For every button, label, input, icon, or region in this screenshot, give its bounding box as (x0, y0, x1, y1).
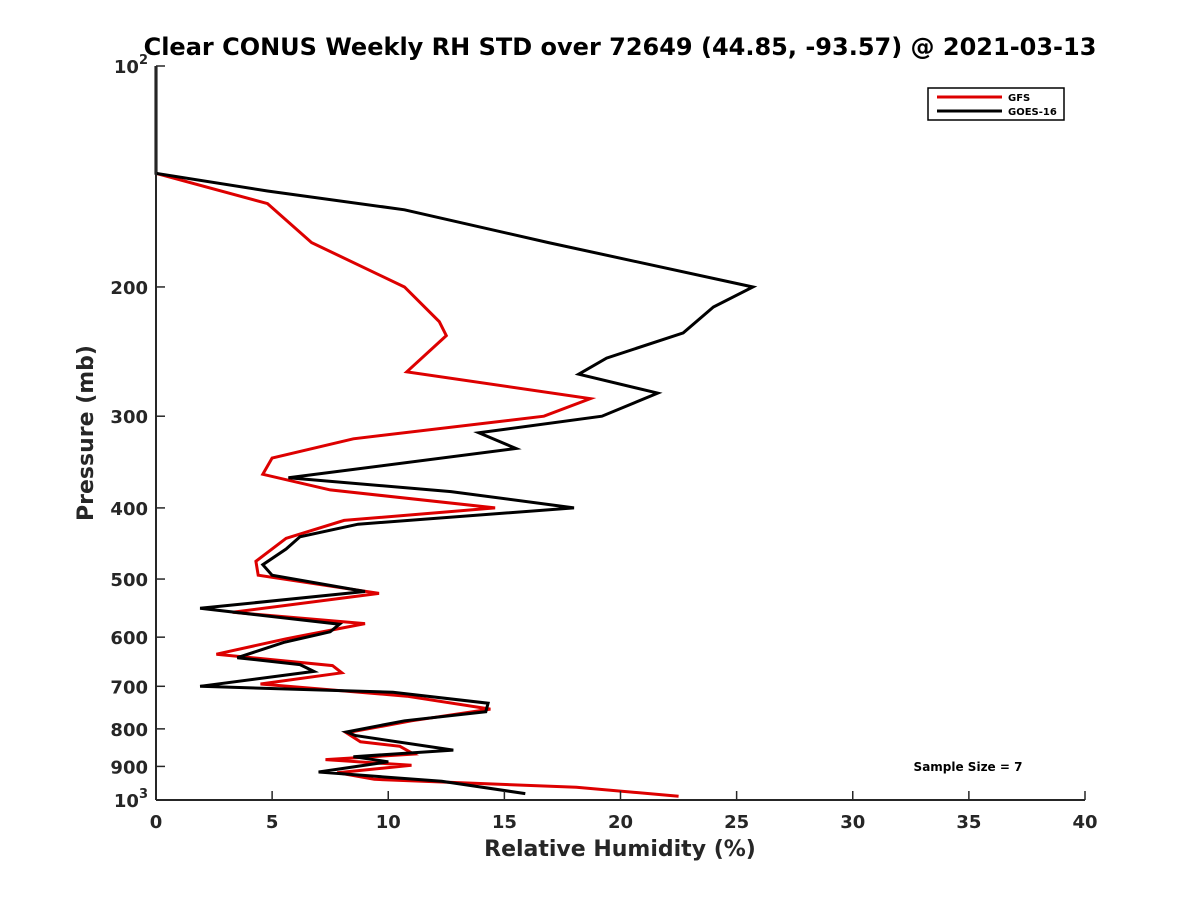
x-tick-label: 25 (724, 812, 749, 833)
x-tick-label: 30 (840, 812, 865, 833)
y-tick-label: 400 (110, 499, 148, 520)
y-tick-label: 800 (110, 720, 148, 741)
legend-label-gfs: GFS (1008, 93, 1030, 104)
x-tick-label: 15 (492, 812, 517, 833)
legend: GFS GOES-16 (927, 87, 1065, 121)
y-tick-label: 103 (114, 787, 148, 812)
y-tick-label: 300 (110, 407, 148, 428)
y-tick-label: 600 (110, 628, 148, 649)
x-tick-label: 35 (956, 812, 981, 833)
series-line-gfs (154, 66, 679, 798)
legend-box (927, 87, 1065, 121)
x-tick-label: 10 (376, 812, 401, 833)
x-tick-label: 40 (1072, 812, 1097, 833)
x-tick-label: 0 (150, 812, 163, 833)
legend-label-goes16: GOES-16 (1008, 107, 1057, 118)
x-tick-label: 5 (266, 812, 279, 833)
y-tick-label: 900 (110, 757, 148, 778)
y-axis-label: Pressure (mb) (74, 345, 99, 521)
y-tick-label: 500 (110, 570, 148, 591)
series-line-goes16 (154, 66, 758, 796)
y-tick-label: 700 (110, 677, 148, 698)
x-axis-label: Relative Humidity (%) (484, 837, 756, 862)
y-tick-label: 200 (110, 278, 148, 299)
x-tick-label: 20 (608, 812, 633, 833)
chart-title: Clear CONUS Weekly RH STD over 72649 (44… (144, 33, 1097, 61)
sample-size-note: Sample Size = 7 (914, 760, 1023, 774)
y-tick-label: 102 (114, 53, 148, 78)
plot-area: 0 5 10 15 20 25 30 35 40 102 200 300 400 500 600 700 800… (110, 53, 1097, 833)
